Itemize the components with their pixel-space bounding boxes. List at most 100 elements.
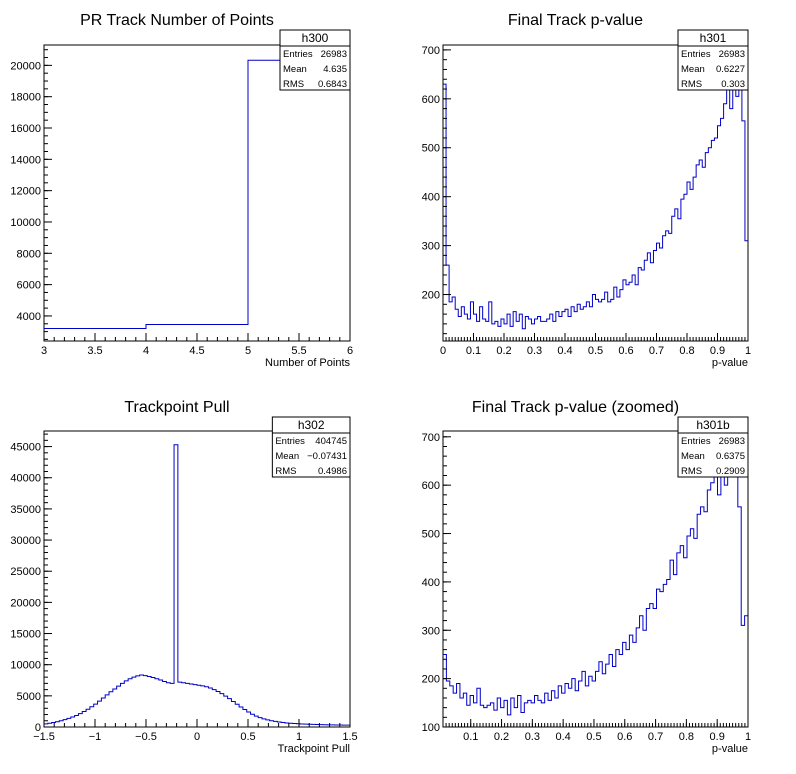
x-tick-label: 0.6 xyxy=(618,345,633,357)
stats-row-value: 0.6227 xyxy=(716,64,745,75)
x-axis-label: p-value xyxy=(712,743,748,755)
x-tick-label: 0.1 xyxy=(463,731,478,743)
x-tick-label: 0.9 xyxy=(710,345,725,357)
x-tick-label: 0.4 xyxy=(556,731,571,743)
y-tick-label: 25000 xyxy=(10,566,41,578)
x-tick-label: 0.8 xyxy=(679,731,694,743)
stats-name: h300 xyxy=(302,31,329,45)
x-tick-label: 0.4 xyxy=(557,345,572,357)
y-tick-label: 200 xyxy=(422,674,440,686)
stats-row-label: Mean xyxy=(681,451,705,462)
x-tick-label: −1.5 xyxy=(33,731,55,743)
y-tick-label: 200 xyxy=(422,290,440,302)
stats-row-label: Entries xyxy=(681,436,711,447)
stats-row-label: RMS xyxy=(275,466,296,477)
x-tick-label: 0.7 xyxy=(649,345,664,357)
stats-row-label: Entries xyxy=(283,49,313,60)
x-tick-label: 0.1 xyxy=(466,345,481,357)
x-tick-label: 1 xyxy=(745,345,751,357)
stats-row-value: 4.635 xyxy=(323,64,347,75)
x-tick-label: 0.2 xyxy=(496,345,511,357)
y-tick-label: 18000 xyxy=(10,92,41,104)
y-tick-label: 6000 xyxy=(17,280,41,292)
x-tick-label: 4 xyxy=(143,345,149,357)
stats-row-value: −0.07431 xyxy=(307,451,347,462)
x-axis-label: p-value xyxy=(712,357,748,369)
y-tick-label: 5000 xyxy=(17,691,41,703)
x-tick-label: 4.5 xyxy=(189,345,204,357)
stats-row-value: 26983 xyxy=(321,49,347,60)
histogram-panel-4: Final Track p-value (zoomed) 0.1 0.2 0.3 0.4… xyxy=(422,399,751,755)
x-tick-label: 3 xyxy=(41,345,47,357)
histogram-panel-2: Final Track p-value 0 0.1 0.2 0.3 0.4 0.5 0.6 0.… xyxy=(422,12,751,369)
stats-row-label: RMS xyxy=(681,79,702,90)
stats-box-frame xyxy=(677,29,749,91)
x-tick-label: 1 xyxy=(296,731,302,743)
x-tick-label: 5.5 xyxy=(291,345,306,357)
stats-row-value: 0.6843 xyxy=(318,79,347,90)
x-tick-label: 0.8 xyxy=(679,345,694,357)
stats-box: h301b Entries 26983 Mean 0.6375 RMS 0.2909 xyxy=(677,416,749,478)
x-tick-label: 0 xyxy=(440,345,446,357)
stats-row-value: 404745 xyxy=(315,436,347,447)
y-tick-label: 12000 xyxy=(10,186,41,198)
y-tick-label: 600 xyxy=(422,480,440,492)
y-tick-label: 14000 xyxy=(10,154,41,166)
stats-name: h301b xyxy=(696,418,730,432)
x-axis-label: Number of Points xyxy=(265,357,350,369)
stats-box-frame xyxy=(271,416,351,478)
stats-row-value: 26983 xyxy=(719,436,745,447)
y-tick-label: 700 xyxy=(422,432,440,444)
stats-row-value: 0.2909 xyxy=(716,466,745,477)
y-tick-label: 300 xyxy=(422,241,440,253)
y-tick-label: 600 xyxy=(422,94,440,106)
stats-box: h302 Entries 404745 Mean −0.07431 RMS 0.4986 xyxy=(271,416,351,478)
x-tick-label: 0.3 xyxy=(527,345,542,357)
stats-row-value: 26983 xyxy=(719,49,745,60)
y-tick-label: 700 xyxy=(422,45,440,57)
histogram-panel-1: PR Track Number of Points 3 3.5 4 4.5 5 5.5 6 40… xyxy=(10,12,353,369)
stats-row-label: RMS xyxy=(681,466,702,477)
stats-box: h301 Entries 26983 Mean 0.6227 RMS 0.303 xyxy=(677,29,749,91)
y-tick-label: 4000 xyxy=(17,311,41,323)
y-tick-label: 20000 xyxy=(10,60,41,72)
y-tick-label: 100 xyxy=(422,722,440,734)
y-tick-label: 400 xyxy=(422,192,440,204)
histogram-panel-3: Trackpoint Pull −1.5 −1 −0.5 0 0.5 1 1.5 0 5000 10… xyxy=(10,399,357,755)
stats-box-frame xyxy=(677,416,749,478)
y-tick-label: 35000 xyxy=(10,504,41,516)
stats-box-frame xyxy=(279,29,351,91)
stats-box: h300 Entries 26983 Mean 4.635 RMS 0.6843 xyxy=(279,29,351,91)
x-tick-label: 0.2 xyxy=(494,731,509,743)
chart-title: Final Track p-value xyxy=(508,12,643,29)
y-tick-label: 40000 xyxy=(10,473,41,485)
stats-row-label: Entries xyxy=(275,436,305,447)
x-tick-label: 0.3 xyxy=(525,731,540,743)
stats-row-label: Mean xyxy=(681,64,705,75)
x-tick-label: 0 xyxy=(194,731,200,743)
stats-row-label: Mean xyxy=(275,451,299,462)
chart-title: PR Track Number of Points xyxy=(80,12,274,29)
histogram-series xyxy=(443,73,748,330)
x-tick-label: 6 xyxy=(347,345,353,357)
stats-row-label: Mean xyxy=(283,64,307,75)
stats-name: h301 xyxy=(700,31,727,45)
y-tick-label: 8000 xyxy=(17,248,41,260)
stats-row-label: RMS xyxy=(283,79,304,90)
x-tick-label: 5 xyxy=(245,345,251,357)
y-tick-label: 10000 xyxy=(10,660,41,672)
y-tick-label: 30000 xyxy=(10,535,41,547)
x-tick-label: −1 xyxy=(89,731,102,743)
y-tick-label: 0 xyxy=(35,722,41,734)
histogram-series xyxy=(44,444,350,726)
y-tick-label: 400 xyxy=(422,577,440,589)
x-tick-label: 3.5 xyxy=(87,345,102,357)
y-tick-label: 20000 xyxy=(10,597,41,609)
stats-row-label: Entries xyxy=(681,49,711,60)
y-tick-label: 15000 xyxy=(10,629,41,641)
stats-row-value: 0.6375 xyxy=(716,451,745,462)
y-tick-label: 10000 xyxy=(10,217,41,229)
x-tick-label: −0.5 xyxy=(135,731,157,743)
stats-row-value: 0.303 xyxy=(721,79,745,90)
